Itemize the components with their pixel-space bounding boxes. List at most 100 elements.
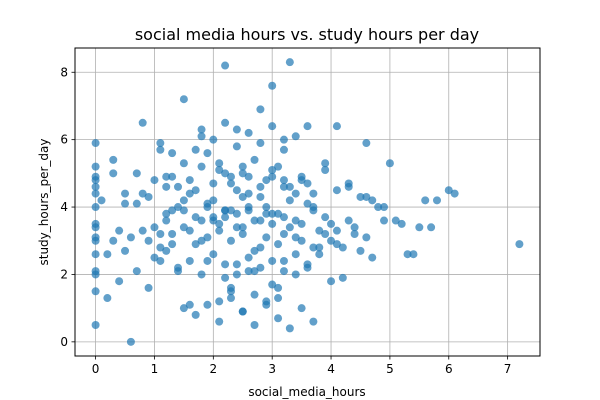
grid-lines [75,48,540,356]
scatter-point [268,280,277,289]
scatter-point [232,142,241,151]
scatter-point [356,246,365,255]
scatter-point [250,155,259,164]
scatter-point [315,243,324,252]
scatter-point [138,226,147,235]
scatter-point [268,165,277,174]
scatter-point [315,226,324,235]
scatter-point [285,223,294,232]
x-tick-label: 1 [151,362,159,376]
scatter-point [244,203,253,212]
scatter-point [321,159,330,168]
scatter-point [197,132,206,141]
scatter-point [432,196,441,205]
scatter-point [221,169,230,178]
scatter-point [244,253,253,262]
scatter-point [91,270,100,279]
scatter-point [91,250,100,259]
scatter-point [327,219,336,228]
chart-title: social media hours vs. study hours per d… [135,25,479,44]
scatter-point [332,122,341,131]
scatter-point [197,162,206,171]
x-tick-label: 3 [268,362,276,376]
scatter-point [256,139,265,148]
scatter-point [444,186,453,195]
scatter-point [332,240,341,249]
scatter-point [285,182,294,191]
scatter-point [321,165,330,174]
scatter-point [179,95,188,104]
scatter-point [197,216,206,225]
scatter-point [168,149,177,158]
scatter-point [279,145,288,154]
scatter-point [156,145,165,154]
scatter-point [91,320,100,329]
scatter-point [297,236,306,245]
x-tick-label: 4 [327,362,335,376]
scatter-point [250,267,259,276]
scatter-point [209,196,218,205]
scatter-point [91,287,100,296]
scatter-point [238,162,247,171]
scatter-point [203,149,212,158]
scatter-point [297,304,306,313]
scatter-point [91,162,100,171]
x-tick-label: 6 [445,362,453,376]
scatter-point [268,122,277,131]
scatter-point [232,186,241,195]
scatter-point [256,243,265,252]
scatter-point [291,250,300,259]
scatter-point [279,176,288,185]
scatter-point [362,233,371,242]
scatter-point [144,283,153,292]
scatter-point [132,199,141,208]
data-points [91,58,524,346]
scatter-point [226,294,235,303]
scatter-point [274,283,283,292]
scatter-point [321,213,330,222]
scatter-point [285,58,294,67]
scatter-point [179,206,188,215]
scatter-point [221,213,230,222]
scatter-point [156,230,165,239]
scatter-point [415,223,424,232]
scatter-point [291,270,300,279]
scatter-point [303,263,312,272]
scatter-point [162,209,171,218]
scatter-point [232,209,241,218]
scatter-point [209,250,218,259]
x-axis-label: social_media_hours [248,385,365,399]
scatter-point [244,128,253,137]
scatter-point [197,270,206,279]
scatter-point [185,189,194,198]
scatter-point [203,233,212,242]
scatter-point [238,230,247,239]
scatter-point [285,196,294,205]
scatter-point [156,243,165,252]
scatter-point [174,203,183,212]
scatter-point [421,196,430,205]
scatter-point [297,172,306,181]
x-tick-label: 5 [386,362,394,376]
scatter-point [144,236,153,245]
scatter-point [362,192,371,201]
y-tick-label: 8 [60,65,68,79]
scatter-point [97,196,106,205]
scatter-point [115,226,124,235]
scatter-point [309,189,318,198]
scatter-point [109,169,118,178]
scatter-point [244,267,253,276]
scatter-point [209,213,218,222]
scatter-point [162,172,171,181]
scatter-point [244,189,253,198]
scatter-point [368,253,377,262]
scatter-point [91,203,100,212]
scatter-point [179,223,188,232]
scatter-point [221,118,230,127]
scatter-point [179,304,188,313]
scatter-point [91,189,100,198]
scatter-point [215,165,224,174]
y-tick-label: 6 [60,133,68,147]
scatter-point [274,294,283,303]
